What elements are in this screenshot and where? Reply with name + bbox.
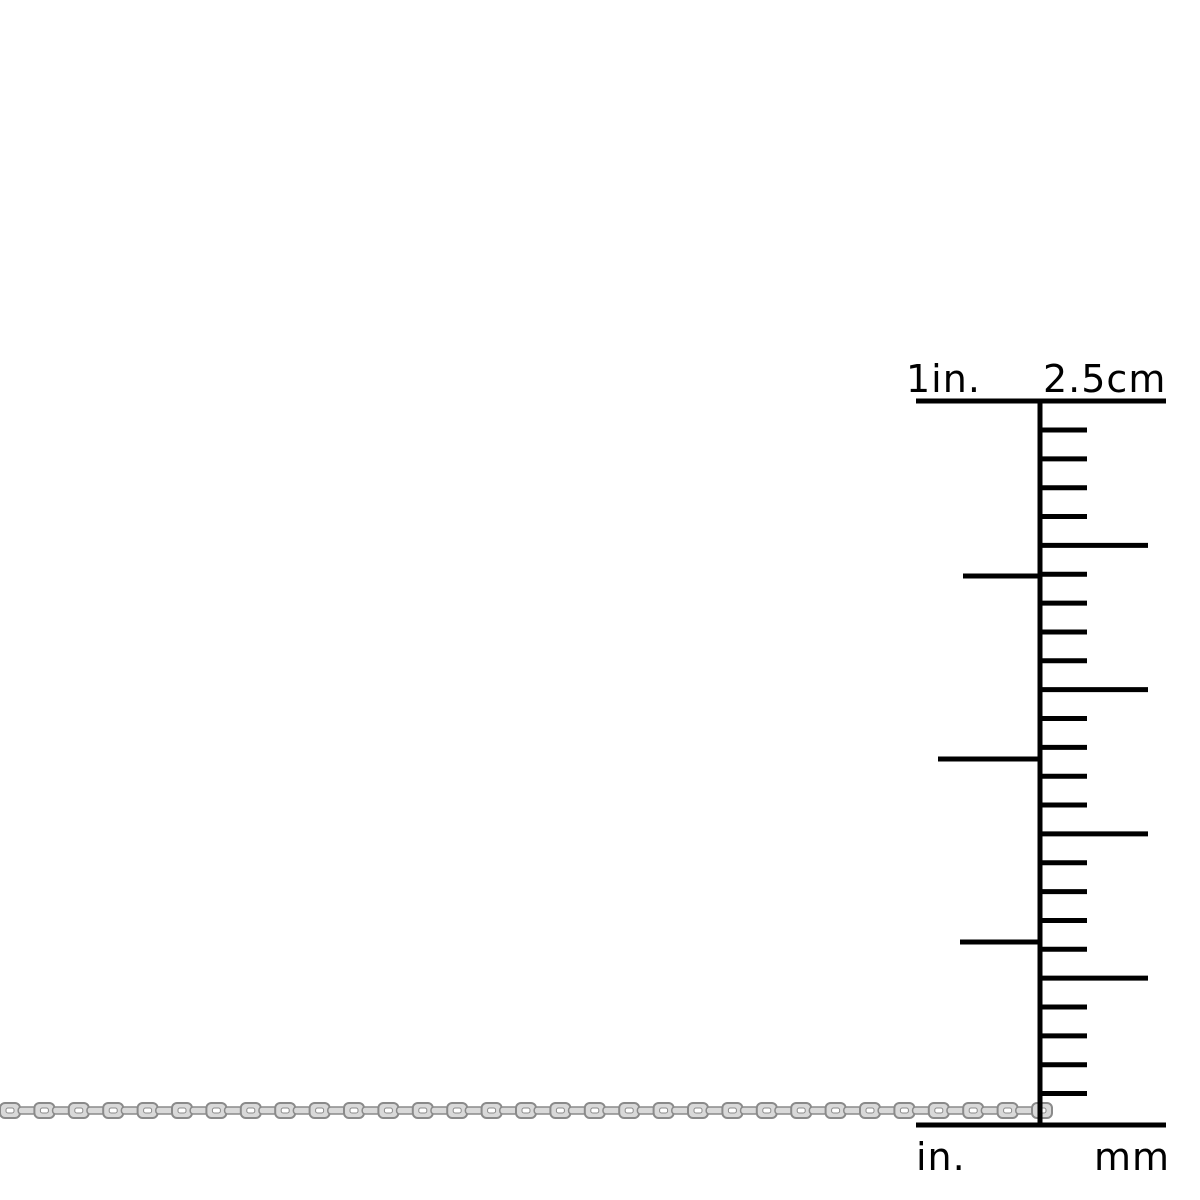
chain-link-hole bbox=[555, 1107, 565, 1114]
chain-link-hole bbox=[452, 1107, 462, 1114]
chain-link-hole bbox=[143, 1107, 153, 1114]
chain-link-hole bbox=[487, 1107, 497, 1114]
ruler bbox=[916, 398, 1166, 1128]
top-inch-label: 1in. bbox=[906, 357, 981, 401]
chain-link-hole bbox=[521, 1107, 531, 1114]
chain-link-hole bbox=[727, 1107, 737, 1114]
chain-link-hole bbox=[349, 1107, 359, 1114]
chain-link-hole bbox=[383, 1107, 393, 1114]
chain-link-hole bbox=[74, 1107, 84, 1114]
chain-link-hole bbox=[246, 1107, 256, 1114]
chain-link-hole bbox=[796, 1107, 806, 1114]
top-cm-label: 2.5cm bbox=[1043, 357, 1167, 401]
bottom-mm-label: mm bbox=[1094, 1135, 1171, 1179]
chain-link-hole bbox=[39, 1107, 49, 1114]
bottom-inch-label: in. bbox=[916, 1135, 966, 1179]
chain-link-hole bbox=[211, 1107, 221, 1114]
chain-link-hole bbox=[5, 1107, 15, 1114]
chain-link-hole bbox=[177, 1107, 187, 1114]
chain-link-hole bbox=[934, 1107, 944, 1114]
chain-link-hole bbox=[1003, 1107, 1013, 1114]
chain-link-hole bbox=[968, 1107, 978, 1114]
chain-link-hole bbox=[865, 1107, 875, 1114]
chain-link-hole bbox=[108, 1107, 118, 1114]
chain-link-hole bbox=[590, 1107, 600, 1114]
chain-link-hole bbox=[418, 1107, 428, 1114]
chain-link-hole bbox=[762, 1107, 772, 1114]
chain-link-hole bbox=[280, 1107, 290, 1114]
chain-link-hole bbox=[693, 1107, 703, 1114]
chain-link-hole bbox=[315, 1107, 325, 1114]
chain-image bbox=[0, 1102, 1053, 1119]
chain-link-hole bbox=[659, 1107, 669, 1114]
chain-link-hole bbox=[831, 1107, 841, 1114]
chain-link-hole bbox=[624, 1107, 634, 1114]
chain-link-hole bbox=[899, 1107, 909, 1114]
